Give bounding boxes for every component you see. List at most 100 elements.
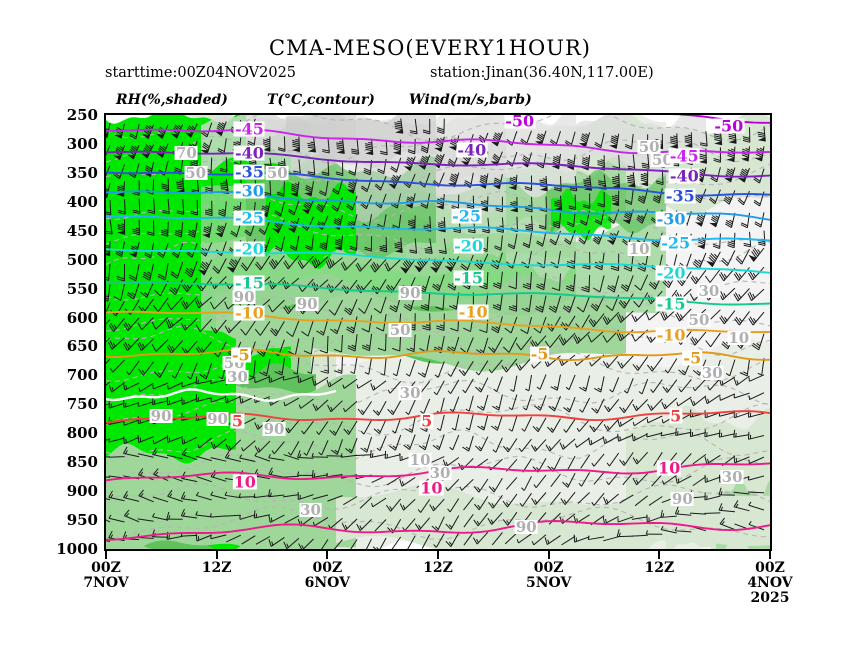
y-tick-label: 350 (66, 163, 98, 182)
wind-barb (631, 433, 648, 442)
wind-barb (253, 493, 270, 499)
wind-barb (597, 191, 605, 208)
wind-barb (560, 491, 576, 505)
wind-barb (742, 127, 751, 143)
wind-barb (307, 356, 314, 375)
wind-barb (123, 509, 140, 523)
wind-barb (495, 196, 503, 213)
wind-barb (311, 376, 329, 387)
wind-barb (719, 517, 736, 531)
wind-barb (374, 176, 387, 191)
wind-barb (603, 493, 620, 505)
temperature-contour-label: 10 (232, 472, 257, 492)
wind-barb (593, 471, 605, 485)
wind-barb (592, 230, 605, 245)
wind-barb (274, 201, 285, 217)
wind-barb (574, 437, 590, 448)
page-title: CMA-MESO(EVERY1HOUR) (269, 36, 591, 60)
temperature-contour-line (106, 348, 770, 362)
wind-barb (239, 454, 256, 462)
wind-barb (254, 255, 271, 271)
wind-barb (531, 534, 547, 546)
wind-barb (706, 251, 721, 268)
wind-barb (210, 457, 227, 462)
wind-barb (733, 429, 750, 438)
wind-barb (262, 136, 271, 152)
wind-barb (268, 536, 285, 547)
wind-barb (356, 379, 372, 389)
wind-barb (379, 236, 388, 253)
wind-barb (326, 472, 343, 478)
wind-barb (283, 397, 300, 407)
wind-barb (525, 215, 534, 232)
wind-barb (153, 362, 169, 378)
wind-barb (460, 254, 474, 272)
wind-barb (303, 337, 314, 355)
temperature-contour-label: -35 (664, 186, 696, 206)
rh-contour-label: 90 (206, 409, 229, 428)
wind-barb (518, 438, 532, 452)
wind-barb (699, 131, 708, 147)
wind-barb (258, 220, 271, 235)
wind-barb (727, 232, 736, 249)
wind-barb (488, 337, 503, 353)
wind-barb (106, 302, 111, 319)
x-tick-mark (105, 551, 107, 559)
wind-barb (226, 257, 242, 273)
wind-barb (676, 396, 692, 407)
x-tick-label: 12Z (644, 560, 675, 576)
chart-plot-area: 70 50 50 90 90 90 50 50 30 90 90 30 90 10 30 30 10 30 10 30… (104, 113, 772, 551)
wind-barb (490, 415, 503, 431)
wind-barb (684, 132, 693, 148)
temperature-contour-label: -5 (682, 348, 703, 368)
wind-barb (565, 274, 576, 292)
wind-barb (475, 360, 489, 376)
wind-barb (558, 332, 576, 346)
wind-barb (536, 231, 547, 247)
temperature-contour-line (106, 215, 770, 242)
wind-barb (465, 395, 474, 412)
wind-barb (106, 438, 111, 444)
wind-barb (371, 497, 387, 508)
wind-barb (445, 532, 460, 547)
wind-barb (286, 320, 300, 337)
wind-barb (534, 130, 547, 146)
wind-barb (488, 478, 503, 493)
wind-barb (195, 511, 212, 518)
wind-barb (536, 272, 547, 291)
wind-barb (631, 516, 648, 520)
wind-barb (123, 399, 140, 408)
x-tick-label: 00Z 6NOV (304, 560, 351, 591)
wind-barb (569, 175, 578, 192)
wind-barb (536, 374, 547, 390)
wind-barb (106, 475, 111, 478)
wind-barb (442, 457, 460, 468)
wind-barb (692, 378, 707, 392)
wind-barb (433, 380, 445, 396)
wind-barb (106, 263, 111, 282)
y-tick-label: 1000 (56, 540, 98, 558)
wind-barb (437, 118, 445, 135)
y-tick-label: 450 (66, 221, 98, 240)
wind-barb (107, 337, 125, 350)
wind-barb (576, 419, 590, 432)
wind-barb (138, 489, 154, 503)
wind-barb (566, 211, 576, 228)
wind-barb (174, 221, 184, 238)
wind-barb (547, 418, 561, 433)
wind-barb (372, 537, 387, 549)
wind-barb (123, 317, 140, 331)
wind-barb (394, 118, 404, 134)
wind-barb (307, 160, 316, 176)
wind-barb (210, 491, 227, 500)
wind-barb (297, 492, 314, 501)
wind-barb (106, 381, 111, 393)
wind-barb (705, 332, 721, 348)
wind-barb (505, 477, 518, 490)
wind-barb (350, 356, 358, 375)
wind-barb (561, 535, 576, 546)
wind-barb (360, 436, 373, 453)
wind-barb (602, 354, 620, 369)
wind-barb (648, 496, 663, 506)
wind-barb (345, 437, 358, 454)
